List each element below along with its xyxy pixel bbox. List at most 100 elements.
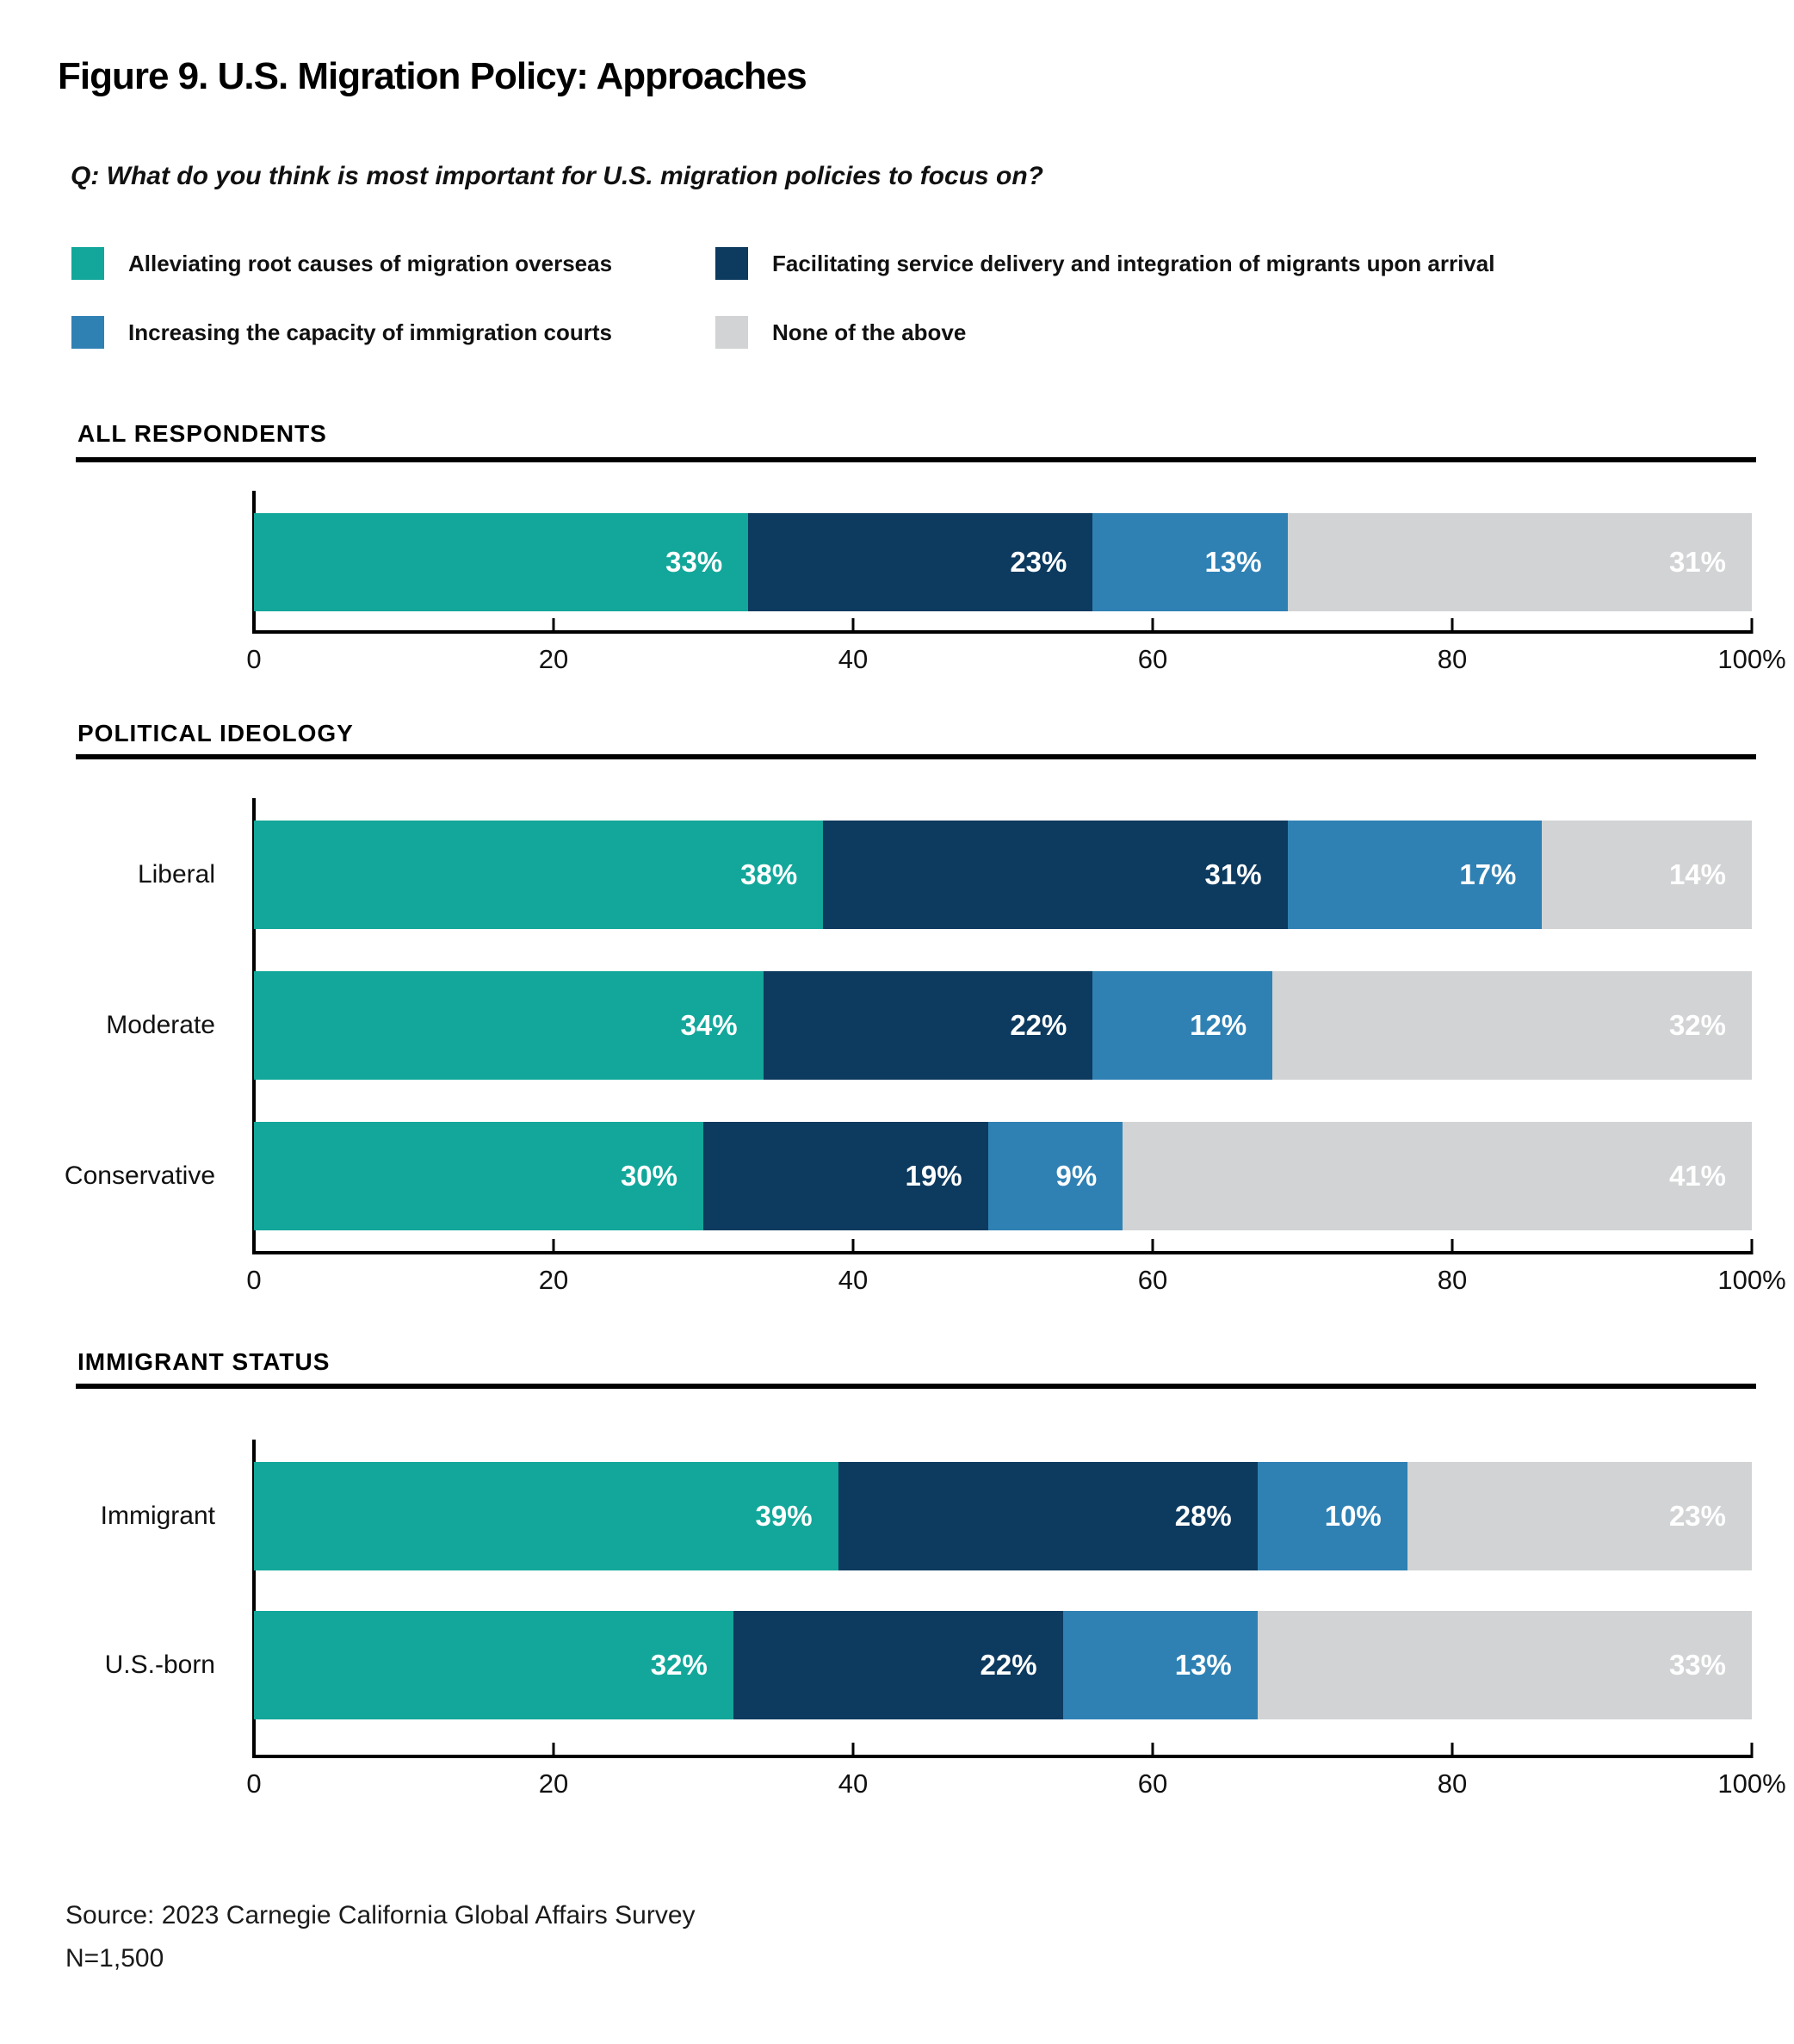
legend-item: None of the above [715, 316, 1494, 349]
legend-item: Facilitating service delivery and integr… [715, 247, 1494, 280]
axis-tick-label: 60 [1137, 644, 1168, 674]
value-label: 9% [1055, 1160, 1098, 1192]
category-label: U.S.-born [104, 1651, 215, 1679]
axis-tick-label: 40 [838, 1265, 869, 1295]
axis-tick-label: 0 [246, 644, 262, 674]
legend-item: Increasing the capacity of immigration c… [71, 316, 715, 349]
legend-swatch-icon [71, 247, 104, 280]
bar-segment: 23% [748, 513, 1093, 611]
bar-segment: 10% [1257, 1462, 1407, 1570]
value-label: 33% [1668, 1649, 1726, 1681]
axis-tick [1451, 1743, 1454, 1758]
axis-tick [1151, 1743, 1154, 1758]
x-axis-labels: 0 20 40 60 80 100% [246, 1768, 1785, 1805]
axis-tick-label: 100% [1717, 1265, 1786, 1295]
chart-political-ideology: Liberal 38% 31% 17% 14% Moderate 34% 22% 12% 32% C… [65, 798, 1786, 1295]
bar-segment: 14% [1542, 821, 1752, 929]
section-header-all-respondents: ALL RESPONDENTS [77, 420, 327, 447]
legend-swatch-icon [715, 316, 748, 349]
bar-row: 33% 23% 13% 31% [254, 513, 1752, 611]
bar-row: Moderate 34% 22% 12% 32% [106, 971, 1752, 1080]
value-label: 17% [1459, 858, 1517, 890]
value-label: 31% [1204, 858, 1262, 890]
axis-tick-label: 60 [1137, 1768, 1168, 1799]
axis-tick-label: 40 [838, 644, 869, 674]
axis-tick [552, 1743, 555, 1758]
axis-tick-label: 60 [1137, 1265, 1168, 1295]
bar-segment: 33% [1257, 1611, 1752, 1719]
axis-tick-label: 20 [538, 644, 569, 674]
axis-tick [1750, 1743, 1754, 1758]
bar-segment: 38% [254, 821, 824, 929]
value-label: 28% [1174, 1500, 1232, 1532]
bar-row: Immigrant 39% 28% 10% 23% [101, 1462, 1752, 1570]
value-label: 19% [905, 1160, 962, 1192]
bar-segment: 17% [1287, 821, 1543, 929]
category-label: Liberal [137, 860, 215, 889]
legend-label: Increasing the capacity of immigration c… [128, 319, 613, 345]
axis-tick [1451, 618, 1454, 634]
source-text: Source: 2023 Carnegie California Global … [65, 1901, 696, 1929]
x-axis-labels: 0 20 40 60 80 100% [246, 1265, 1785, 1301]
value-label: 39% [755, 1500, 813, 1532]
bar-segment: 32% [1272, 971, 1752, 1080]
survey-question: Q: What do you think is most important f… [71, 162, 1044, 190]
bar-segment: 31% [1287, 513, 1752, 611]
bar-rows: Immigrant 39% 28% 10% 23% U.S.-born 32% 22% 13% 3… [101, 1440, 1752, 1719]
value-label: 13% [1204, 546, 1262, 578]
axis-tick [1151, 1239, 1154, 1254]
chart-all-respondents: 33% 23% 13% 31% 0 20 40 60 80 100% [246, 491, 1786, 674]
legend: Alleviating root causes of migration ove… [71, 247, 1494, 349]
legend-label: Alleviating root causes of migration ove… [128, 250, 613, 276]
category-label: Conservative [64, 1161, 215, 1190]
axis-tick [851, 1743, 855, 1758]
bar-segment: 33% [254, 513, 749, 611]
value-label: 32% [1668, 1009, 1726, 1041]
bar-segment: 22% [733, 1611, 1063, 1719]
bar-segment: 13% [1062, 1611, 1258, 1719]
sample-size-text: N=1,500 [65, 1944, 164, 1973]
legend-item: Alleviating root causes of migration ove… [71, 247, 715, 280]
axis-tick [851, 618, 855, 634]
category-label: Moderate [106, 1011, 215, 1039]
axis-tick [851, 1239, 855, 1254]
axis-tick [552, 618, 555, 634]
bar-row: U.S.-born 32% 22% 13% 33% [105, 1611, 1752, 1719]
section-divider [76, 457, 1756, 462]
bar-segment: 32% [254, 1611, 733, 1719]
axis-tick-label: 0 [246, 1265, 262, 1295]
bar-row: Conservative 30% 19% 9% 41% [65, 1122, 1752, 1230]
value-label: 41% [1668, 1160, 1726, 1192]
bar-segment: 23% [1407, 1462, 1752, 1570]
category-label: Immigrant [100, 1502, 215, 1530]
chart-immigrant-status: Immigrant 39% 28% 10% 23% U.S.-born 32% 22% 13% 3… [101, 1440, 1786, 1799]
x-axis [254, 1743, 1754, 1758]
axis-tick-label: 0 [246, 1768, 262, 1799]
legend-swatch-icon [71, 316, 104, 349]
axis-tick-label: 80 [1437, 1265, 1468, 1295]
section-header-immigrant-status: IMMIGRANT STATUS [77, 1348, 331, 1375]
legend-swatch-icon [715, 247, 748, 280]
axis-tick [552, 1239, 555, 1254]
axis-tick [1151, 618, 1154, 634]
y-axis [252, 1440, 256, 1758]
section-divider [76, 754, 1756, 759]
axis-tick [1750, 1239, 1754, 1254]
x-axis [254, 1239, 1754, 1254]
axis-tick [1451, 1239, 1454, 1254]
axis-tick-label: 20 [538, 1768, 569, 1799]
bar-row: Liberal 38% 31% 17% 14% [138, 821, 1752, 929]
bar-segment: 19% [703, 1122, 988, 1230]
axis-tick-label: 80 [1437, 1768, 1468, 1799]
bar-segment: 22% [763, 971, 1093, 1080]
section-divider [76, 1384, 1756, 1389]
axis-tick-label: 40 [838, 1768, 869, 1799]
section-header-political-ideology: POLITICAL IDEOLOGY [77, 720, 354, 746]
x-axis-labels: 0 20 40 60 80 100% [246, 644, 1785, 680]
value-label: 23% [1010, 546, 1067, 578]
bar-segment: 9% [987, 1122, 1123, 1230]
value-label: 34% [680, 1009, 738, 1041]
figure-title: Figure 9. U.S. Migration Policy: Approac… [58, 55, 807, 97]
bar-segment: 30% [254, 1122, 703, 1230]
